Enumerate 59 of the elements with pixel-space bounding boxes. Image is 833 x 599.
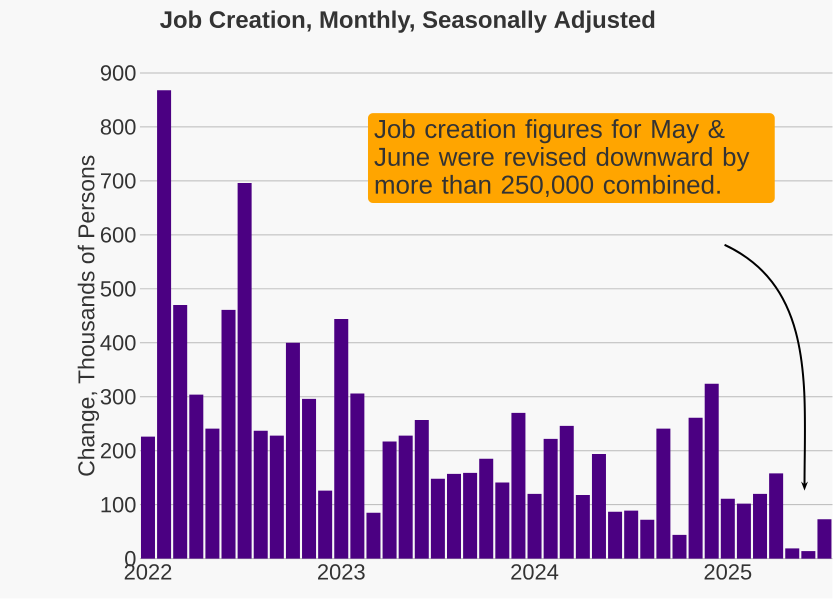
bar [560, 426, 574, 559]
bar [270, 436, 284, 559]
bar [608, 512, 622, 559]
y-axis-title: Change, Thousands of Persons [78, 156, 100, 476]
bar [592, 454, 606, 559]
bar [189, 394, 204, 559]
bar [495, 482, 510, 559]
bar [254, 430, 268, 559]
bar [398, 436, 413, 559]
bar [350, 394, 364, 559]
bar [238, 183, 252, 559]
bar [157, 90, 172, 559]
bar [318, 490, 332, 559]
bar [511, 413, 526, 559]
x-tick-label: 2023 [318, 564, 365, 580]
y-tick-label: 600 [100, 227, 136, 243]
bar [222, 310, 236, 559]
x-tick-label: 2025 [704, 564, 752, 580]
bar [736, 504, 751, 559]
bar [785, 548, 800, 559]
bar [479, 459, 494, 559]
bar [801, 551, 816, 559]
bar [753, 494, 768, 559]
chart-title: Job Creation, Monthly, Seasonally Adjusted [160, 10, 654, 33]
y-tick-label: 100 [102, 497, 136, 513]
bar [624, 510, 638, 559]
bar [640, 520, 654, 559]
y-tick-label: 900 [100, 65, 136, 81]
bar [286, 342, 300, 559]
bar [817, 519, 832, 559]
bar [769, 474, 784, 559]
bar [463, 473, 478, 559]
bar [446, 474, 462, 559]
bar [544, 439, 558, 559]
bar [656, 428, 670, 559]
bar [205, 428, 220, 559]
y-tick-label: 700 [100, 173, 136, 189]
y-tick-label: 400 [100, 335, 136, 351]
bar [430, 478, 445, 559]
bar [688, 418, 703, 559]
bar [576, 495, 590, 559]
bar [382, 442, 397, 559]
bar [528, 494, 542, 559]
x-tick-label: 2022 [124, 564, 172, 580]
x-tick-label: 2024 [511, 564, 558, 580]
bar [704, 384, 719, 559]
bar [173, 305, 188, 559]
bar [720, 498, 735, 559]
bar [366, 512, 380, 559]
bar [334, 319, 348, 559]
bar [414, 420, 429, 559]
bar [140, 436, 155, 559]
bar [302, 399, 316, 559]
y-tick-label: 200 [100, 443, 136, 459]
annotation: Job creation figures for May & June were revised downward by more than 250,000 combined. [374, 119, 750, 198]
y-tick-label: 300 [100, 389, 136, 405]
y-tick-label: 500 [100, 281, 136, 297]
bar [672, 535, 686, 559]
y-tick-label: 800 [100, 119, 136, 135]
